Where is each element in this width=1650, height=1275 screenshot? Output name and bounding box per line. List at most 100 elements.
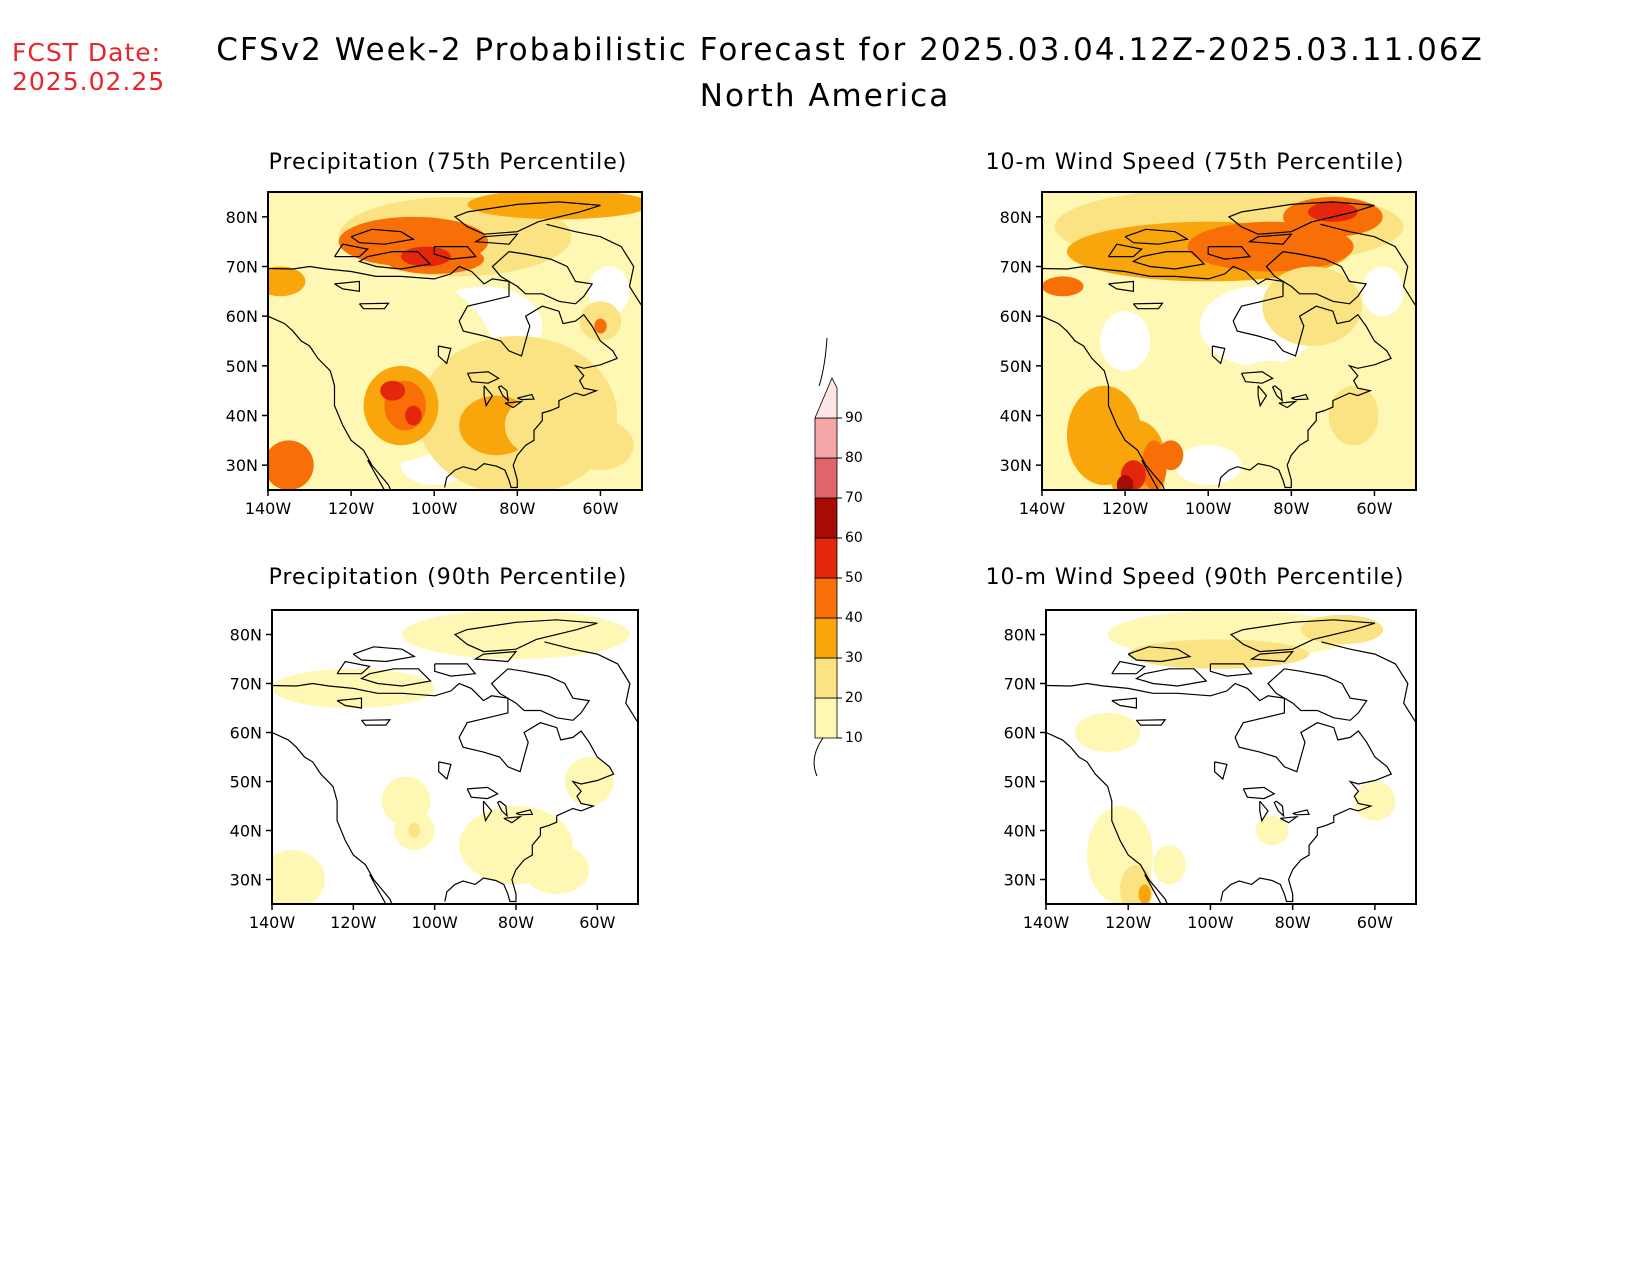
lat-label: 40N <box>230 822 262 841</box>
coastline <box>1321 641 1416 724</box>
coastline <box>491 251 594 305</box>
colorbar-head <box>818 337 828 387</box>
lon-label: 140W <box>249 913 296 932</box>
lon-label: 120W <box>1105 913 1152 932</box>
probability-contour <box>408 823 421 838</box>
coastline <box>361 719 392 726</box>
colorbar-label: 80 <box>845 450 863 466</box>
low-probability-area <box>1361 266 1404 317</box>
coastline <box>437 345 452 365</box>
lat-label: 60N <box>1004 724 1036 743</box>
map-frame <box>267 191 643 491</box>
coastline <box>1214 761 1228 781</box>
coastline <box>1207 246 1251 260</box>
coastline <box>434 663 477 677</box>
lat-label: 50N <box>226 357 258 376</box>
coastline <box>1229 619 1376 653</box>
coastline <box>350 228 416 245</box>
lat-label: 50N <box>1004 773 1036 792</box>
low-probability-area <box>1100 311 1151 371</box>
map-frame <box>1045 609 1417 905</box>
lat-label: 60N <box>230 724 262 743</box>
lon-label: 140W <box>245 499 292 518</box>
coastline <box>272 682 615 903</box>
colorbar-tail <box>813 737 824 777</box>
coastline <box>546 223 642 307</box>
coastline <box>433 246 477 260</box>
coastline <box>1292 809 1311 816</box>
colorbar-label: 90 <box>845 410 863 426</box>
forecast-date-label: FCST Date: <box>12 38 162 67</box>
colorbar-swatch <box>814 377 838 419</box>
coastline <box>497 385 510 403</box>
colorbar-swatch <box>814 457 838 499</box>
lon-label: 120W <box>328 499 375 518</box>
coastline <box>517 393 535 401</box>
coastline <box>1267 668 1368 721</box>
lat-label: 50N <box>230 773 262 792</box>
coastline <box>503 816 523 824</box>
probability-contour <box>1158 440 1184 471</box>
lon-label: 100W <box>1185 499 1232 518</box>
lon-label: 140W <box>1023 913 1070 932</box>
coastline <box>272 731 393 904</box>
lon-label: 100W <box>411 913 458 932</box>
colorbar-swatch <box>814 657 838 699</box>
map-wind75 <box>1042 192 1416 490</box>
lat-label: 70N <box>1000 258 1032 277</box>
lat-label: 70N <box>230 675 262 694</box>
coastline <box>1046 731 1168 904</box>
coastline <box>360 668 432 687</box>
lon-label: 80W <box>499 499 535 518</box>
coastline <box>1111 660 1147 675</box>
colorbar-swatch <box>814 697 838 739</box>
coastline <box>268 315 392 490</box>
region-subtitle: North America <box>699 78 951 114</box>
probability-contour <box>1152 845 1186 885</box>
map-wind90 <box>1046 610 1416 904</box>
probability-contour <box>594 318 607 334</box>
coastline <box>334 243 369 258</box>
coastline <box>1131 251 1206 270</box>
colorbar-swatch <box>814 537 838 579</box>
coastline <box>1227 201 1375 235</box>
lat-label: 70N <box>226 258 258 277</box>
lat-label: 40N <box>1000 407 1032 426</box>
colorbar-swatch <box>814 617 838 659</box>
probability-contour <box>1307 201 1358 222</box>
coastline <box>453 619 598 653</box>
probability-contour <box>1128 639 1310 669</box>
coastline <box>1242 786 1276 800</box>
colorbar-label: 10 <box>845 730 863 746</box>
coastline <box>357 251 432 270</box>
forecast-date-block: FCST Date: 2025.02.25 <box>12 38 165 96</box>
panel-title-wind90: 10-m Wind Speed (90th Percentile) <box>985 565 1405 590</box>
coastline <box>466 786 499 800</box>
lat-label: 30N <box>230 871 262 890</box>
probability-contour <box>1138 884 1151 904</box>
probability-contour <box>268 266 306 297</box>
coastline <box>1211 345 1226 365</box>
coastline <box>1042 315 1166 490</box>
probability-contour <box>405 405 422 426</box>
lat-label: 80N <box>1004 626 1036 645</box>
coastline <box>1240 371 1274 384</box>
probability-contour <box>1042 276 1084 297</box>
lon-label: 100W <box>1187 913 1234 932</box>
lat-label: 80N <box>230 626 262 645</box>
lon-label: 120W <box>1102 499 1149 518</box>
colorbar-label: 20 <box>845 690 863 706</box>
lon-label: 80W <box>1275 913 1311 932</box>
coastline <box>1247 233 1293 245</box>
coastline <box>466 371 500 384</box>
probability-contour <box>1255 815 1289 846</box>
lon-label: 60W <box>1357 913 1393 932</box>
page-title: CFSv2 Week-2 Probabilistic Forecast for … <box>216 32 1484 68</box>
panel-title-precip75: Precipitation (75th Percentile) <box>268 150 628 175</box>
colorbar-label: 60 <box>845 530 863 546</box>
coastline <box>438 761 452 781</box>
probability-contour <box>467 192 642 220</box>
coastline <box>504 400 524 409</box>
lat-label: 30N <box>226 456 258 475</box>
coastline <box>1134 668 1208 687</box>
